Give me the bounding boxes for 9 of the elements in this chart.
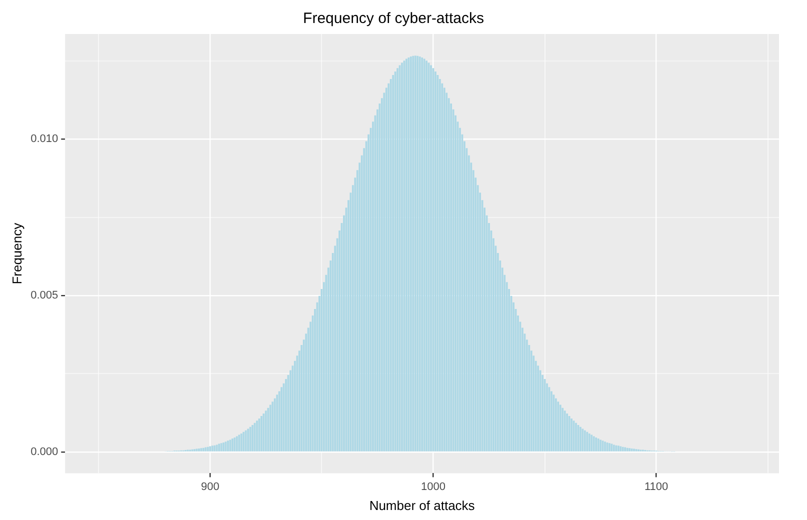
x-axis-title: Number of attacks xyxy=(369,498,476,513)
chart-title: Frequency of cyber-attacks xyxy=(303,10,484,28)
x-tick-label: 1100 xyxy=(644,480,668,493)
x-tick-label: 900 xyxy=(200,480,220,493)
y-tick-label: 0.000 xyxy=(30,446,58,458)
y-tick-label: 0.005 xyxy=(30,290,58,302)
y-tick-label: 0.010 xyxy=(30,133,58,146)
y-axis-title: Frequency xyxy=(9,222,24,284)
x-tick-label: 1000 xyxy=(420,480,446,493)
